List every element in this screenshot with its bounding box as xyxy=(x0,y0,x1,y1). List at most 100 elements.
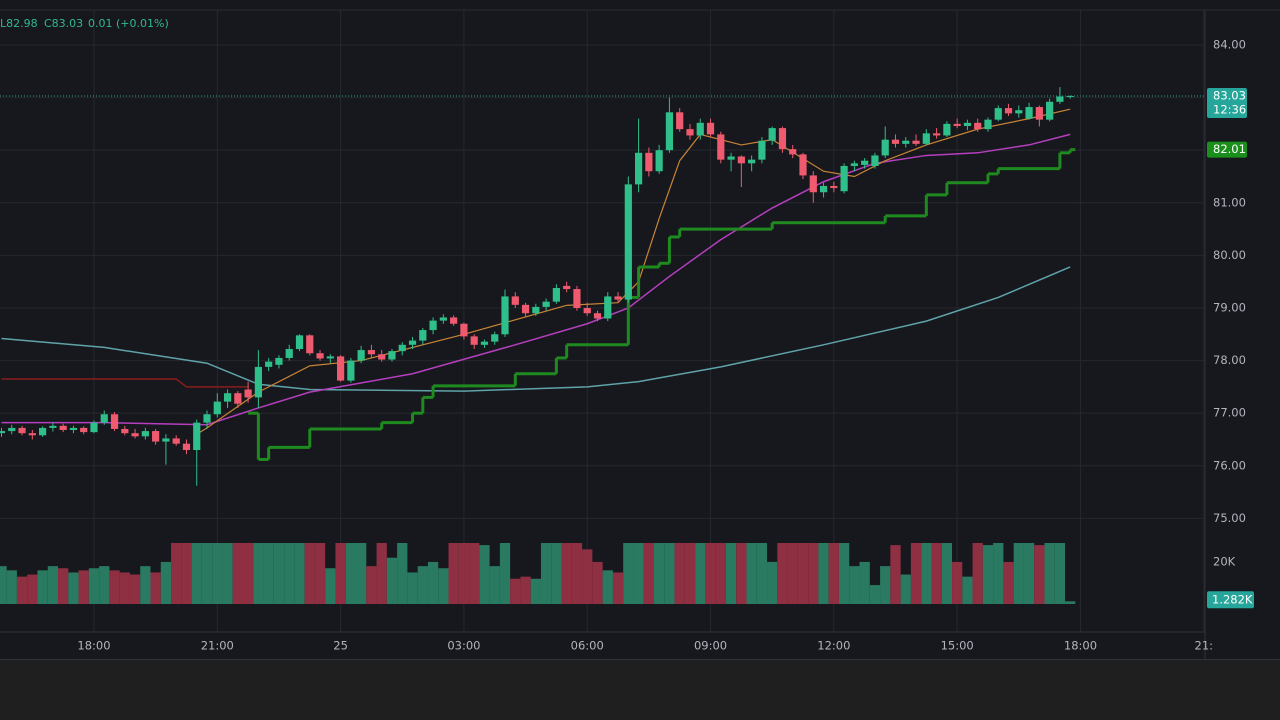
volume-bar xyxy=(582,549,593,604)
y-tick-label: 77.00 xyxy=(1213,406,1246,420)
volume-bar xyxy=(129,574,141,604)
x-tick-label: 03:00 xyxy=(447,639,480,653)
volume-bar xyxy=(160,561,172,604)
volume-bar xyxy=(304,543,315,604)
candle-body xyxy=(521,304,530,314)
candle-body xyxy=(819,185,828,193)
candle-body xyxy=(367,350,376,355)
candle-body xyxy=(737,156,745,164)
volume-bar xyxy=(612,572,624,604)
volume-bar xyxy=(345,543,357,604)
candle-body xyxy=(501,296,509,335)
x-tick-label: 21: xyxy=(1195,639,1214,653)
x-tick-label: 18:00 xyxy=(77,639,110,653)
volume-bar xyxy=(705,543,716,604)
volume-bar xyxy=(407,572,418,604)
candle-body xyxy=(953,123,961,126)
volume-bar xyxy=(571,543,583,604)
candle-body xyxy=(182,443,191,451)
x-tick-label: 12:00 xyxy=(817,639,850,653)
candle-body xyxy=(59,425,67,431)
volume-bar xyxy=(273,543,285,604)
x-tick-label: 06:00 xyxy=(571,639,604,653)
volume-bar xyxy=(828,543,839,604)
candle-body xyxy=(480,341,489,345)
volume-bar xyxy=(767,561,778,604)
candle-body xyxy=(49,425,57,428)
volume-bar xyxy=(818,543,829,604)
header-low: L82.98 xyxy=(0,17,38,30)
volume-bar xyxy=(695,543,706,604)
candle-body xyxy=(902,140,910,144)
volume-bar xyxy=(684,543,696,604)
volume-bar xyxy=(623,543,634,604)
volume-bar xyxy=(869,585,881,604)
header-change: 0.01 (+0.01%) xyxy=(88,17,169,30)
x-tick-label: 15:00 xyxy=(941,639,974,653)
candle-body xyxy=(994,108,1002,120)
volume-bar xyxy=(982,545,994,604)
candle-body xyxy=(676,112,684,130)
volume-bar xyxy=(900,574,911,604)
candle-body xyxy=(285,349,293,358)
volume-bar xyxy=(787,543,798,604)
candle-body xyxy=(141,431,149,437)
candle-body xyxy=(337,356,345,381)
y-tick-label: 81.00 xyxy=(1213,195,1246,209)
volume-bar xyxy=(16,576,28,604)
volume-bar xyxy=(263,543,274,604)
indicator-line xyxy=(1,266,1071,392)
candle-body xyxy=(974,122,982,130)
volume-bar xyxy=(489,566,500,604)
candle-body xyxy=(429,320,437,331)
candle-body xyxy=(152,431,160,442)
candle-body xyxy=(748,159,756,164)
candle-body xyxy=(1035,107,1043,120)
volume-bar xyxy=(962,576,973,604)
candle-body xyxy=(984,119,992,130)
candle-body xyxy=(234,393,242,404)
candle-body xyxy=(1015,110,1023,114)
price-tag-label: 83.03 xyxy=(1213,89,1246,103)
candle-body xyxy=(244,389,252,398)
candle-body xyxy=(717,134,725,160)
candle-body xyxy=(28,433,36,436)
candle-body xyxy=(778,128,787,150)
countdown-label: 12:36 xyxy=(1213,103,1246,117)
volume-bar xyxy=(674,543,685,604)
candle-body xyxy=(439,317,447,321)
x-tick-label: 18:00 xyxy=(1064,639,1097,653)
candle-body xyxy=(275,357,283,365)
volume-bar xyxy=(1023,543,1035,604)
volume-bar xyxy=(530,578,541,604)
volume-bar xyxy=(58,568,69,604)
candle-body xyxy=(933,133,941,136)
volume-bar xyxy=(119,572,130,604)
price-tag xyxy=(1207,141,1247,158)
candle-body xyxy=(604,296,612,319)
volume-bar xyxy=(592,561,603,604)
volume-bar xyxy=(27,574,38,604)
y-tick-label: 80.00 xyxy=(1213,248,1246,262)
candle-body xyxy=(706,122,715,135)
candle-body xyxy=(912,140,920,144)
volume-bar xyxy=(520,576,531,604)
candle-body xyxy=(563,285,571,290)
volume-bar xyxy=(294,543,305,604)
candle-body xyxy=(347,360,355,381)
volume-bar xyxy=(849,566,860,604)
candle-body xyxy=(727,156,735,160)
volume-bar xyxy=(366,566,377,604)
candle-body xyxy=(131,433,139,437)
volume-bar xyxy=(0,566,7,604)
volume-bar xyxy=(540,543,552,604)
volume-tag xyxy=(1207,591,1254,609)
volume-bar xyxy=(68,572,79,604)
x-tick-label: 21:00 xyxy=(201,639,234,653)
volume-pane xyxy=(0,543,1076,604)
candle-body xyxy=(357,350,365,361)
candle-body xyxy=(1066,96,1074,98)
candle-body xyxy=(871,155,879,166)
y-tick-label: 79.00 xyxy=(1213,300,1246,314)
